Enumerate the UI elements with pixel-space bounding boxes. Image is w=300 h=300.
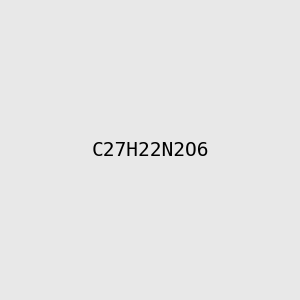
Text: C27H22N2O6: C27H22N2O6 <box>91 140 209 160</box>
